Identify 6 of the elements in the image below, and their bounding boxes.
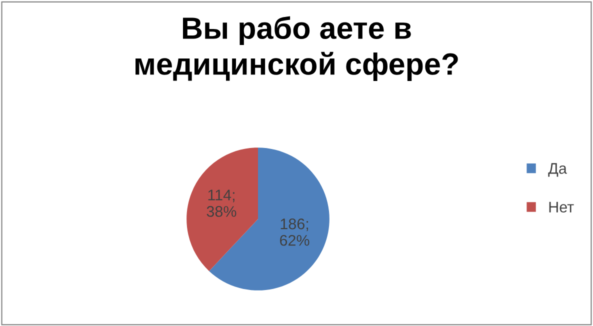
- data-label: 114; 38%: [206, 190, 236, 217]
- chart-title: Вы рабо аете в медицинской сфере?: [136, 16, 458, 81]
- data-label: 186; 62%: [280, 218, 310, 246]
- legend-label: Нет: [549, 202, 574, 213]
- legend-label: Да: [548, 163, 567, 177]
- pie-slice: [186, 148, 258, 272]
